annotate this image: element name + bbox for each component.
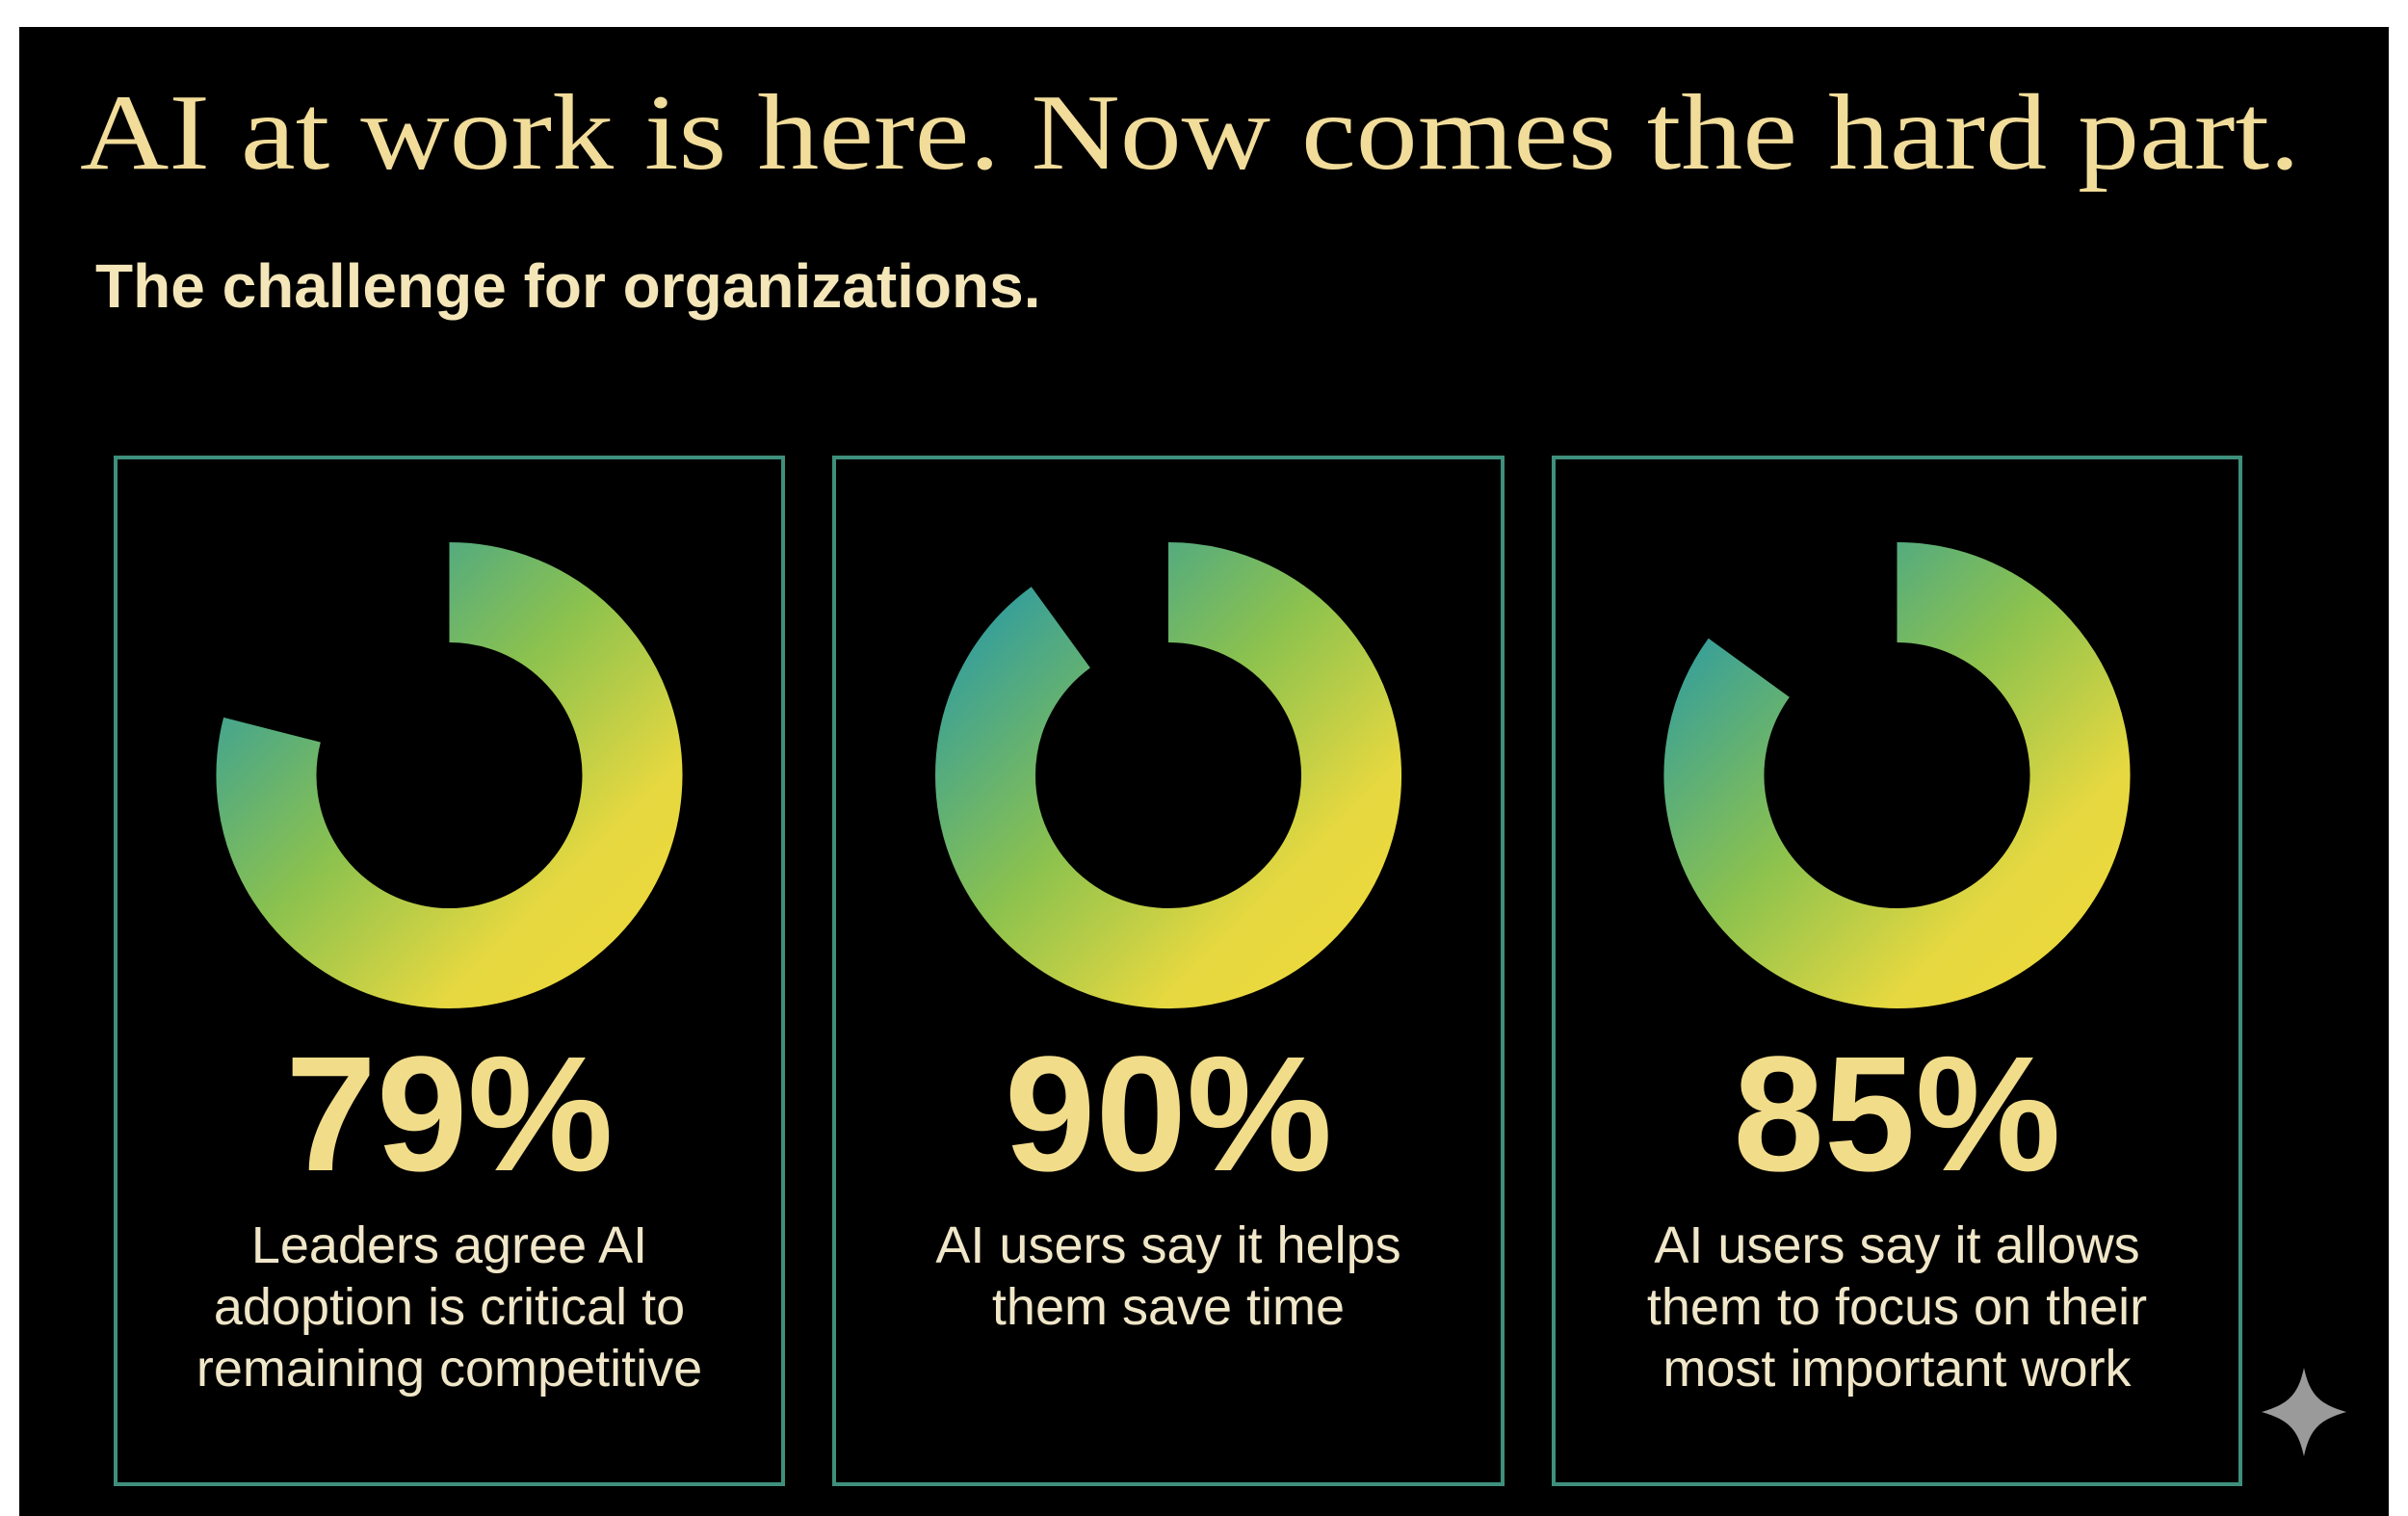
caption-line: AI users say it allows	[1654, 1216, 2139, 1274]
value-label: 79%	[285, 1023, 613, 1206]
title: AI at work is here. Now comes the hard p…	[80, 73, 2300, 193]
card	[832, 456, 1505, 1486]
watermark-icon	[2262, 1368, 2346, 1456]
caption-line: Leaders agree AI	[251, 1216, 647, 1274]
donut-arc	[1663, 542, 2131, 1008]
caption-line: them save time	[992, 1278, 1345, 1336]
donut-arc	[935, 542, 1401, 1008]
card	[1552, 456, 2242, 1486]
caption-line: AI users say it helps	[935, 1216, 1400, 1274]
value-label: 85%	[1733, 1023, 2060, 1206]
value-label: 90%	[1005, 1023, 1332, 1206]
caption-line: adoption is critical to	[214, 1278, 685, 1336]
caption-line: most important work	[1662, 1340, 2132, 1398]
card	[114, 456, 785, 1486]
background	[19, 27, 2389, 1516]
donut-arc	[216, 542, 683, 1008]
caption-line: them to focus on their	[1647, 1278, 2147, 1336]
subtitle: The challenge for organizations.	[95, 251, 1040, 321]
caption-line: remaining competitive	[196, 1340, 702, 1398]
